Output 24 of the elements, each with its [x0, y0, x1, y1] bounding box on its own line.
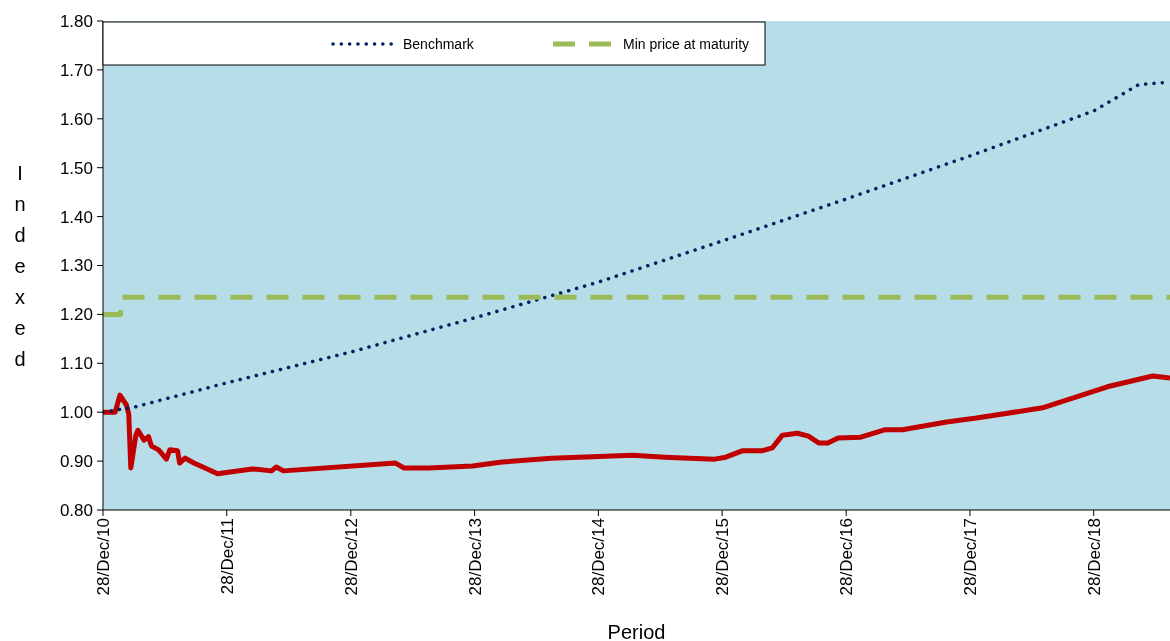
y-tick-label: 1.70: [59, 60, 93, 80]
y-tick-label: 1.60: [59, 109, 93, 129]
y-tick-label: 1.20: [59, 305, 93, 325]
y-tick-label: 1.40: [59, 207, 93, 227]
y-axis-title: Indexed: [14, 161, 26, 370]
y-tick-label: 1.30: [59, 256, 93, 276]
x-tick-label: 28/Dec/12: [341, 518, 361, 596]
x-tick-label: 28/Dec/17: [960, 518, 980, 596]
y-tick-label: 1.00: [59, 403, 93, 423]
y-tick-label: 1.50: [59, 158, 93, 178]
x-tick-label: 28/Dec/15: [713, 518, 733, 596]
legend-label: Min price at maturity: [623, 35, 750, 52]
x-tick-label: 28/Dec/11: [217, 518, 237, 595]
y-tick-label: 0.90: [59, 452, 93, 472]
x-axis-title: Period: [607, 621, 666, 641]
x-tick-label: 28/Dec/14: [589, 518, 609, 596]
x-tick-label: 28/Dec/10: [93, 518, 113, 596]
y-tick-label: 0.80: [59, 500, 93, 520]
x-tick-label: 28/Dec/16: [837, 518, 857, 596]
y-tick-label: 1.10: [59, 354, 93, 374]
legend-label: Benchmark: [403, 35, 475, 52]
x-tick-label: 28/Dec/13: [465, 518, 485, 596]
x-tick-label: 28/Dec/18: [1084, 518, 1104, 596]
y-tick-label: 1.80: [59, 11, 93, 31]
